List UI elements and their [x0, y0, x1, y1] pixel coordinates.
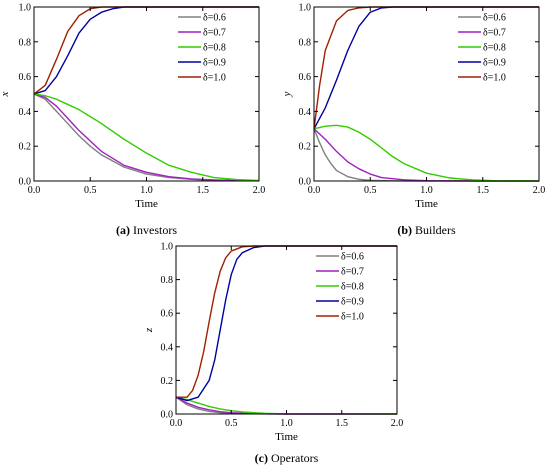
- x-axis-label: Time: [275, 431, 298, 443]
- caption-text: Investors: [130, 223, 177, 237]
- chart-panel-2: 0.0 0.5 1.0 1.5 2.0 0.0 0.2 0.4 0.6 0.8 1.0 Time y δ=…: [281, 3, 545, 238]
- y-tick-label: 0.0: [299, 177, 312, 188]
- x-tick-label: 1.5: [477, 185, 490, 196]
- y-tick-label: 0.0: [19, 177, 32, 188]
- y-axis-label: z: [143, 327, 155, 333]
- series-line-3: [314, 124, 539, 182]
- legend-entry-4: δ=0.9: [483, 58, 506, 69]
- x-tick-label: 2.0: [391, 418, 404, 429]
- y-tick-label: 1.0: [19, 3, 32, 14]
- x-tick-label: 2.0: [253, 185, 266, 196]
- legend-entry-1: δ=0.6: [341, 252, 364, 263]
- y-tick-label: 0.2: [161, 376, 174, 387]
- y-axis-label: y: [281, 91, 293, 97]
- y-tick-label: 0.2: [299, 142, 312, 153]
- series-line-3: [34, 93, 259, 182]
- chart-panel-3: 0.0 0.5 1.0 1.5 2.0 0.0 0.2 0.4 0.6 0.8 1.0 Time z δ=…: [143, 242, 403, 466]
- y-tick-label: 1.0: [299, 3, 312, 14]
- legend-entry-5: δ=1.0: [483, 73, 506, 84]
- panel-caption: (a) Investors: [116, 223, 177, 237]
- legend-entry-1: δ=0.6: [483, 13, 506, 24]
- caption-letter: (a): [116, 223, 130, 237]
- legend-entry-3: δ=0.8: [483, 43, 506, 54]
- y-tick-label: 1.0: [161, 242, 174, 253]
- series-line-1: [34, 93, 259, 182]
- y-tick-label: 0.6: [161, 309, 174, 320]
- legend-entry-4: δ=0.9: [203, 58, 226, 69]
- x-tick-label: 0.0: [170, 418, 183, 429]
- y-tick-label: 0.8: [299, 37, 312, 48]
- panel-caption: (b) Builders: [397, 223, 456, 237]
- legend-entry-5: δ=1.0: [341, 312, 364, 323]
- x-tick-label: 1.5: [336, 418, 349, 429]
- y-tick-label: 0.6: [19, 72, 32, 83]
- x-tick-label: 0.0: [28, 185, 41, 196]
- x-tick-label: 0.0: [308, 185, 321, 196]
- x-tick-label: 0.5: [225, 418, 238, 429]
- x-tick-label: 2.0: [533, 185, 546, 196]
- x-axis-label: Time: [415, 198, 438, 210]
- panel-caption: (c) Operators: [255, 451, 319, 465]
- caption-text: Operators: [268, 451, 319, 465]
- caption-text: Builders: [412, 223, 456, 237]
- x-tick-label: 1.0: [140, 185, 153, 196]
- legend: δ=0.6 δ=0.7 δ=0.8 δ=0.9 δ=1.0: [178, 13, 226, 84]
- legend-entry-2: δ=0.7: [483, 28, 506, 39]
- legend-entry-1: δ=0.6: [203, 13, 226, 24]
- y-tick-label: 0.0: [161, 410, 174, 421]
- y-tick-label: 0.2: [19, 142, 32, 153]
- legend-entry-4: δ=0.9: [341, 297, 364, 308]
- legend-entry-3: δ=0.8: [341, 282, 364, 293]
- legend: δ=0.6 δ=0.7 δ=0.8 δ=0.9 δ=1.0: [316, 252, 364, 323]
- caption-letter: (c): [255, 451, 268, 465]
- x-tick-label: 1.0: [280, 418, 293, 429]
- x-tick-label: 0.5: [84, 185, 97, 196]
- x-axis-label: Time: [135, 198, 158, 210]
- legend-entry-2: δ=0.7: [203, 28, 226, 39]
- series-line-2: [34, 93, 259, 182]
- y-tick-label: 0.8: [161, 275, 174, 286]
- chart-panel-1: 0.0 0.5 1.0 1.5 2.0 0.0 0.2 0.4 0.6 0.8 1.0 Time x δ=…: [0, 3, 265, 238]
- legend-entry-5: δ=1.0: [203, 73, 226, 84]
- caption-letter: (b): [397, 223, 412, 237]
- legend-entry-3: δ=0.8: [203, 43, 226, 54]
- x-tick-label: 0.5: [364, 185, 377, 196]
- y-tick-label: 0.8: [19, 37, 32, 48]
- y-tick-label: 0.4: [161, 342, 174, 353]
- y-tick-label: 0.4: [299, 107, 312, 118]
- y-tick-label: 0.4: [19, 107, 32, 118]
- legend: δ=0.6 δ=0.7 δ=0.8 δ=0.9 δ=1.0: [458, 13, 506, 84]
- y-axis-label: x: [0, 91, 11, 97]
- legend-entry-2: δ=0.7: [341, 267, 364, 278]
- y-tick-label: 0.6: [299, 72, 312, 83]
- x-tick-label: 1.5: [197, 185, 210, 196]
- x-tick-label: 1.0: [420, 185, 433, 196]
